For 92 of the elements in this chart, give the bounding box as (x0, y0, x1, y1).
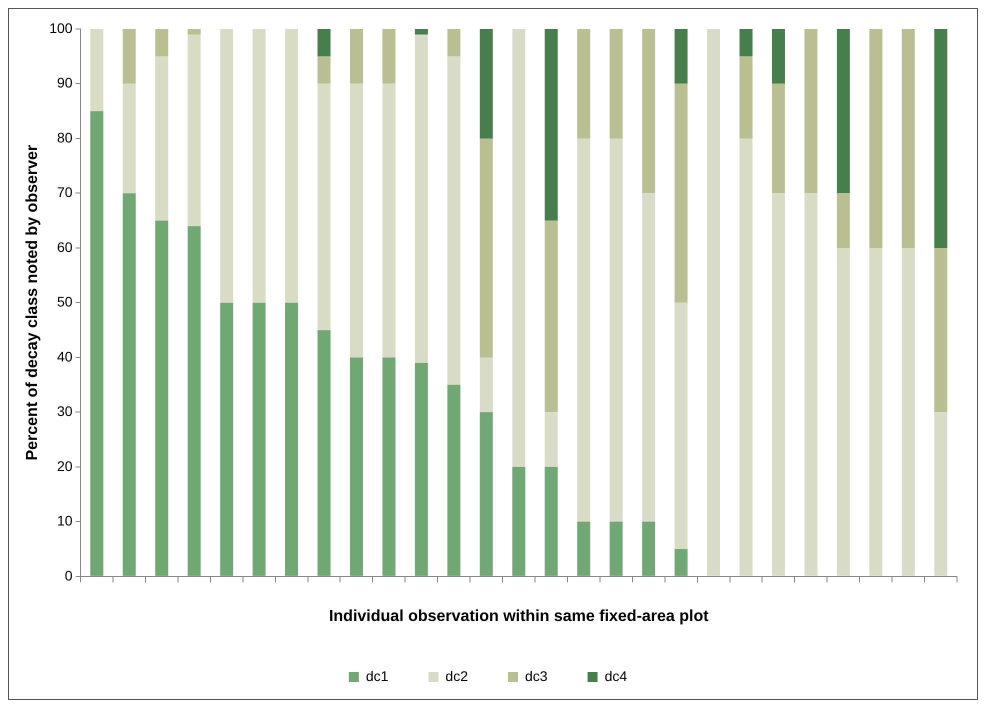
bar (220, 302, 234, 576)
bar (318, 330, 331, 576)
bar (772, 29, 785, 84)
bar (318, 29, 331, 56)
y-tick-label: 80 (56, 129, 73, 146)
bar (447, 29, 460, 56)
bar (934, 412, 948, 576)
bar (512, 29, 526, 467)
bar (674, 302, 688, 550)
bar (544, 220, 558, 412)
bar (577, 29, 590, 138)
bar (869, 248, 882, 576)
bar (414, 34, 428, 363)
bar (414, 362, 428, 576)
bar (382, 29, 396, 84)
bar (480, 29, 493, 138)
y-tick-label: 100 (49, 20, 73, 36)
legend-label: dc2 (445, 668, 468, 684)
bar (447, 56, 460, 385)
y-tick-label: 30 (56, 403, 73, 420)
bar (382, 84, 396, 358)
legend-label: dc1 (366, 668, 389, 684)
bar (577, 522, 590, 576)
bar (772, 193, 785, 576)
bar (90, 29, 104, 112)
bar (285, 302, 298, 576)
bar (804, 29, 818, 194)
y-tick-label: 40 (56, 348, 73, 364)
bar (836, 29, 850, 194)
y-tick-label: 60 (56, 238, 73, 255)
bar (122, 29, 136, 84)
bar (836, 248, 850, 576)
bar (512, 466, 526, 576)
bar (934, 29, 948, 248)
bar (122, 193, 136, 576)
bar (350, 84, 363, 358)
bar (122, 84, 136, 194)
bar (220, 29, 234, 303)
bar (447, 384, 460, 576)
bar (544, 29, 558, 221)
bar (382, 357, 396, 576)
bar (869, 29, 882, 248)
bar (707, 29, 720, 576)
bar (480, 412, 493, 576)
bar (610, 522, 623, 576)
bar (252, 29, 266, 303)
bar (740, 138, 752, 576)
bar (188, 34, 201, 226)
bar (674, 29, 688, 84)
bar (188, 29, 201, 34)
bar (318, 56, 331, 84)
bar (350, 357, 363, 576)
bar (577, 138, 590, 522)
bar (804, 193, 818, 576)
bar (155, 56, 168, 221)
y-tick-label: 0 (64, 567, 73, 584)
bar (544, 412, 558, 467)
bar (90, 111, 104, 576)
bar (674, 549, 688, 576)
bar (642, 29, 656, 194)
bar (188, 226, 201, 576)
bar (610, 138, 623, 522)
bar (642, 522, 656, 576)
bar (934, 248, 948, 412)
y-tick-label: 90 (56, 74, 73, 91)
bar (836, 193, 850, 248)
bar (772, 84, 785, 194)
legend-label: dc3 (525, 668, 548, 684)
bar (318, 84, 331, 330)
y-tick-label: 10 (56, 512, 73, 529)
x-axis-title: Individual observation within same fixed-area plot (328, 608, 710, 625)
bar (155, 220, 168, 576)
bar (902, 29, 915, 248)
bar (610, 29, 623, 138)
bar (414, 29, 428, 34)
bar (155, 29, 168, 56)
legend-label: dc4 (604, 668, 628, 684)
bar (740, 56, 752, 138)
bar (740, 29, 752, 56)
y-tick-label: 20 (56, 458, 73, 474)
bar (350, 29, 363, 84)
y-axis-title: Percent of decay class noted by observer (24, 144, 42, 461)
bar (480, 357, 493, 412)
bar (902, 248, 915, 576)
bar (642, 193, 656, 522)
bar (544, 466, 558, 576)
bar (480, 138, 493, 358)
bar (252, 302, 266, 576)
y-tick-label: 70 (56, 184, 73, 200)
bar (285, 29, 298, 303)
y-tick-label: 50 (56, 294, 73, 310)
bar (674, 84, 688, 303)
